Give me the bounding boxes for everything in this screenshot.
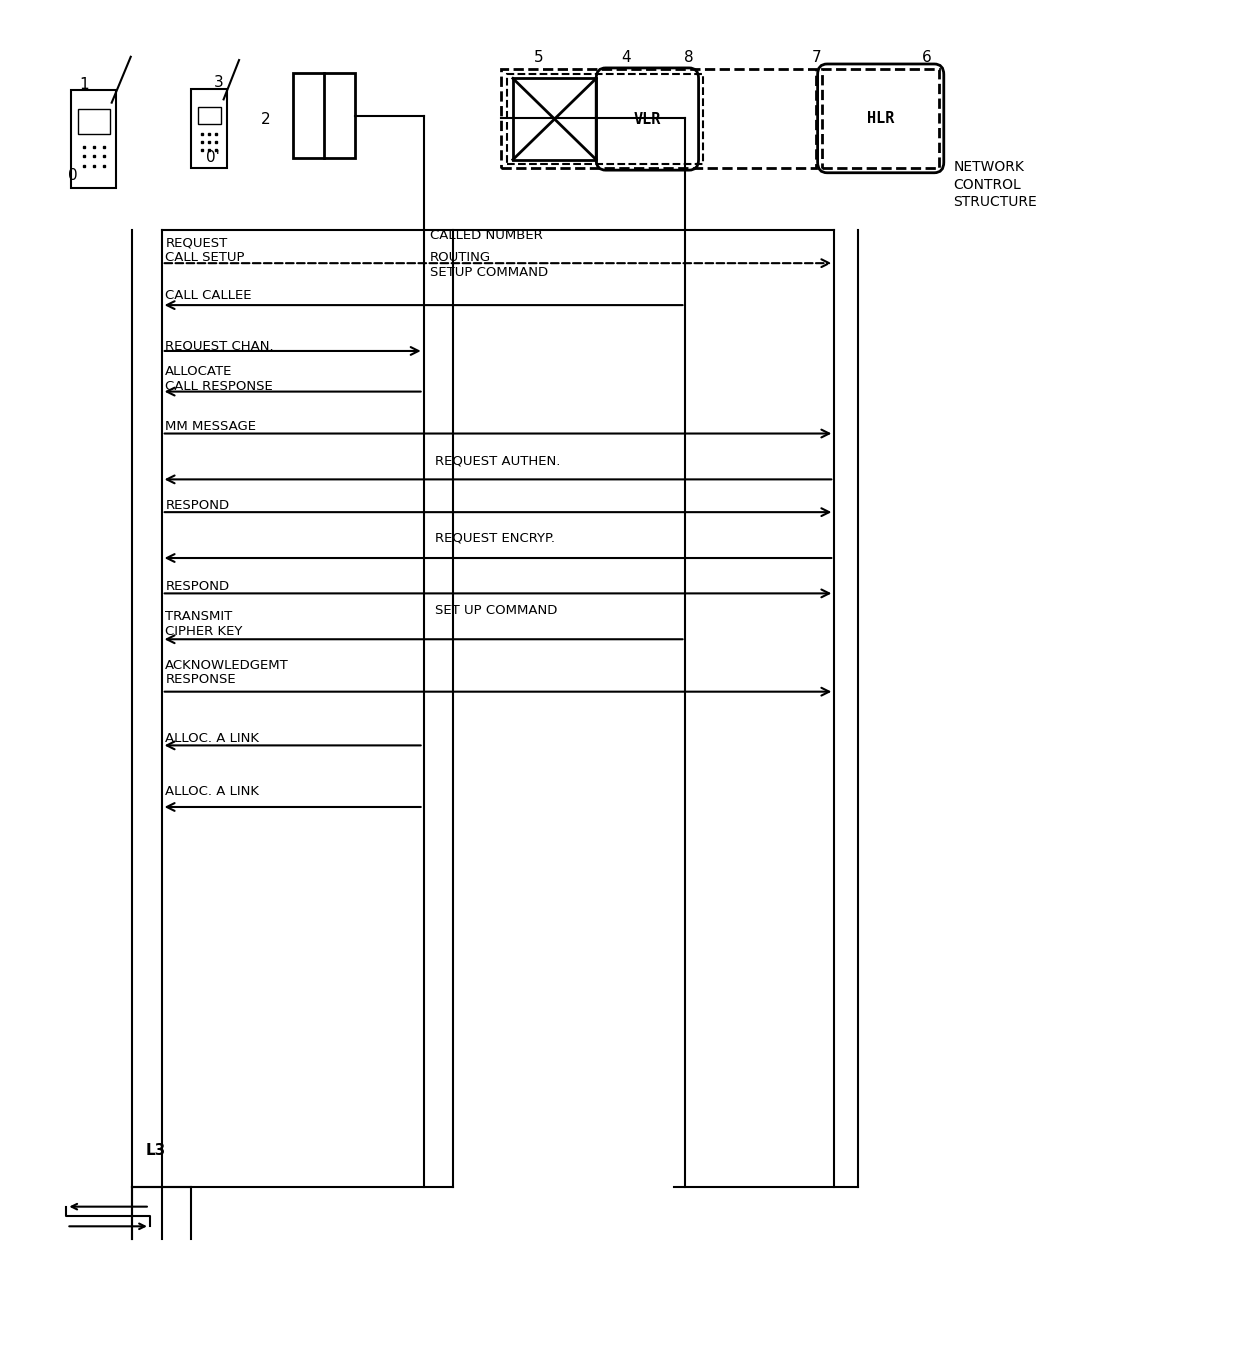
Text: 2: 2 — [260, 112, 270, 127]
Text: CALL CALLEE: CALL CALLEE — [165, 289, 252, 303]
Text: L3: L3 — [145, 1143, 166, 1158]
Bar — [197, 106, 221, 124]
Text: 5: 5 — [534, 51, 544, 66]
Text: ACKNOWLEDGEMТ
RESPONSE: ACKNOWLEDGEMТ RESPONSE — [165, 659, 289, 687]
Bar — [513, 78, 596, 160]
Text: 1: 1 — [79, 78, 89, 93]
Text: 0: 0 — [68, 168, 77, 183]
Text: TRANSMIT
CIPHER KEY: TRANSMIT CIPHER KEY — [165, 610, 243, 637]
Bar — [822, 70, 939, 168]
Text: REQUEST AUTHEN.: REQUEST AUTHEN. — [435, 455, 560, 468]
Bar — [293, 74, 355, 158]
Text: SET UP COMMAND: SET UP COMMAND — [435, 603, 558, 617]
Bar — [191, 89, 227, 168]
Text: REQUEST
CALL SETUP: REQUEST CALL SETUP — [165, 238, 244, 265]
Text: ALLOCATE
CALL RESPONSE: ALLOCATE CALL RESPONSE — [165, 366, 273, 393]
Text: REQUEST CHAN.: REQUEST CHAN. — [165, 339, 274, 352]
Text: 8: 8 — [684, 51, 694, 66]
Text: NETWORK
CONTROL
STRUCTURE: NETWORK CONTROL STRUCTURE — [954, 160, 1037, 209]
Bar — [78, 109, 109, 134]
Text: REQUEST ENCRYP.: REQUEST ENCRYP. — [435, 532, 556, 545]
Text: CALLED NUMBER: CALLED NUMBER — [429, 229, 542, 242]
Text: 4: 4 — [621, 51, 631, 66]
Text: MM MESSAGE: MM MESSAGE — [165, 420, 257, 434]
Text: 7: 7 — [812, 51, 821, 66]
Text: 0': 0' — [206, 150, 219, 165]
Bar — [71, 90, 117, 188]
Text: ALLOC. A LINK: ALLOC. A LINK — [165, 732, 259, 745]
Text: ALLOC. A LINK: ALLOC. A LINK — [165, 785, 259, 797]
Text: VLR: VLR — [634, 112, 661, 127]
Text: 3: 3 — [215, 75, 223, 90]
Text: RESPOND: RESPOND — [165, 580, 229, 594]
Text: ROUTING
SETUP COMMAND: ROUTING SETUP COMMAND — [429, 251, 548, 278]
Text: 6: 6 — [923, 51, 932, 66]
Bar — [501, 70, 816, 168]
Bar — [507, 75, 703, 164]
Text: RESPOND: RESPOND — [165, 500, 229, 512]
Text: HLR: HLR — [867, 111, 894, 126]
